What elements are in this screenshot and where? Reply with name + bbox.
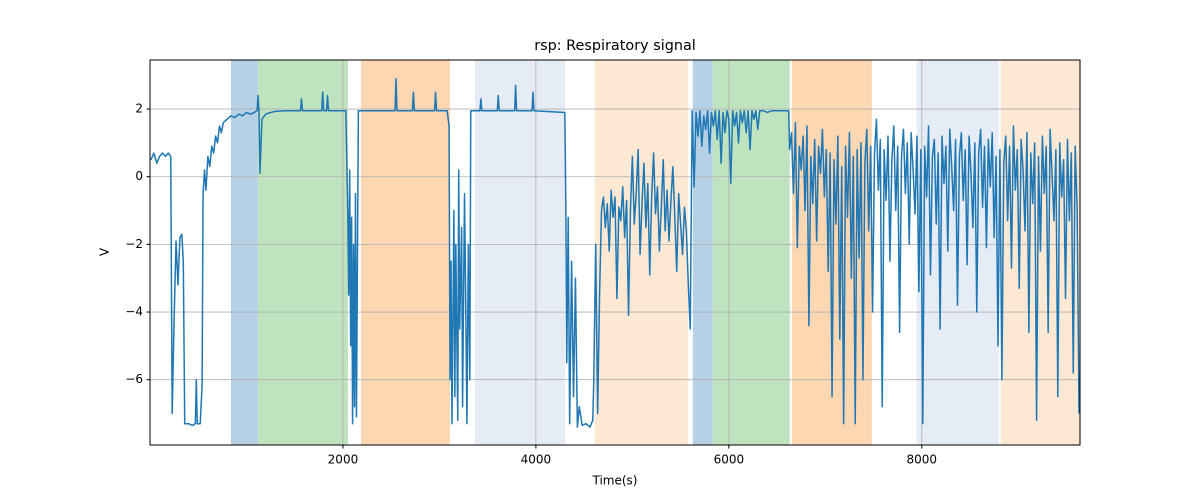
ticks: 2000 4000 6000 8000 −6 −4 −2 0 2 bbox=[125, 102, 937, 467]
y-tick-label: −4 bbox=[125, 305, 143, 319]
span bbox=[257, 60, 348, 445]
plot bbox=[150, 77, 1080, 428]
x-tick-label: 6000 bbox=[714, 453, 745, 467]
span bbox=[692, 60, 713, 445]
y-axis-label: V bbox=[98, 247, 112, 256]
span bbox=[360, 60, 450, 445]
span bbox=[594, 60, 688, 445]
x-tick-label: 8000 bbox=[907, 453, 938, 467]
x-axis-label: Time(s) bbox=[592, 474, 638, 488]
span bbox=[474, 60, 565, 445]
span bbox=[230, 60, 258, 445]
series-line bbox=[150, 77, 1080, 428]
y-tick-label: 0 bbox=[135, 169, 143, 183]
chart-title: rsp: Respiratory signal bbox=[534, 38, 696, 54]
axes-frame bbox=[149, 59, 1081, 446]
y-tick-label: −2 bbox=[125, 237, 143, 251]
y-tick-label: −6 bbox=[125, 372, 143, 386]
x-tick-label: 4000 bbox=[521, 453, 552, 467]
span bbox=[1000, 60, 1080, 445]
y-tick-label: 2 bbox=[135, 102, 143, 116]
x-tick-label: 2000 bbox=[328, 453, 359, 467]
